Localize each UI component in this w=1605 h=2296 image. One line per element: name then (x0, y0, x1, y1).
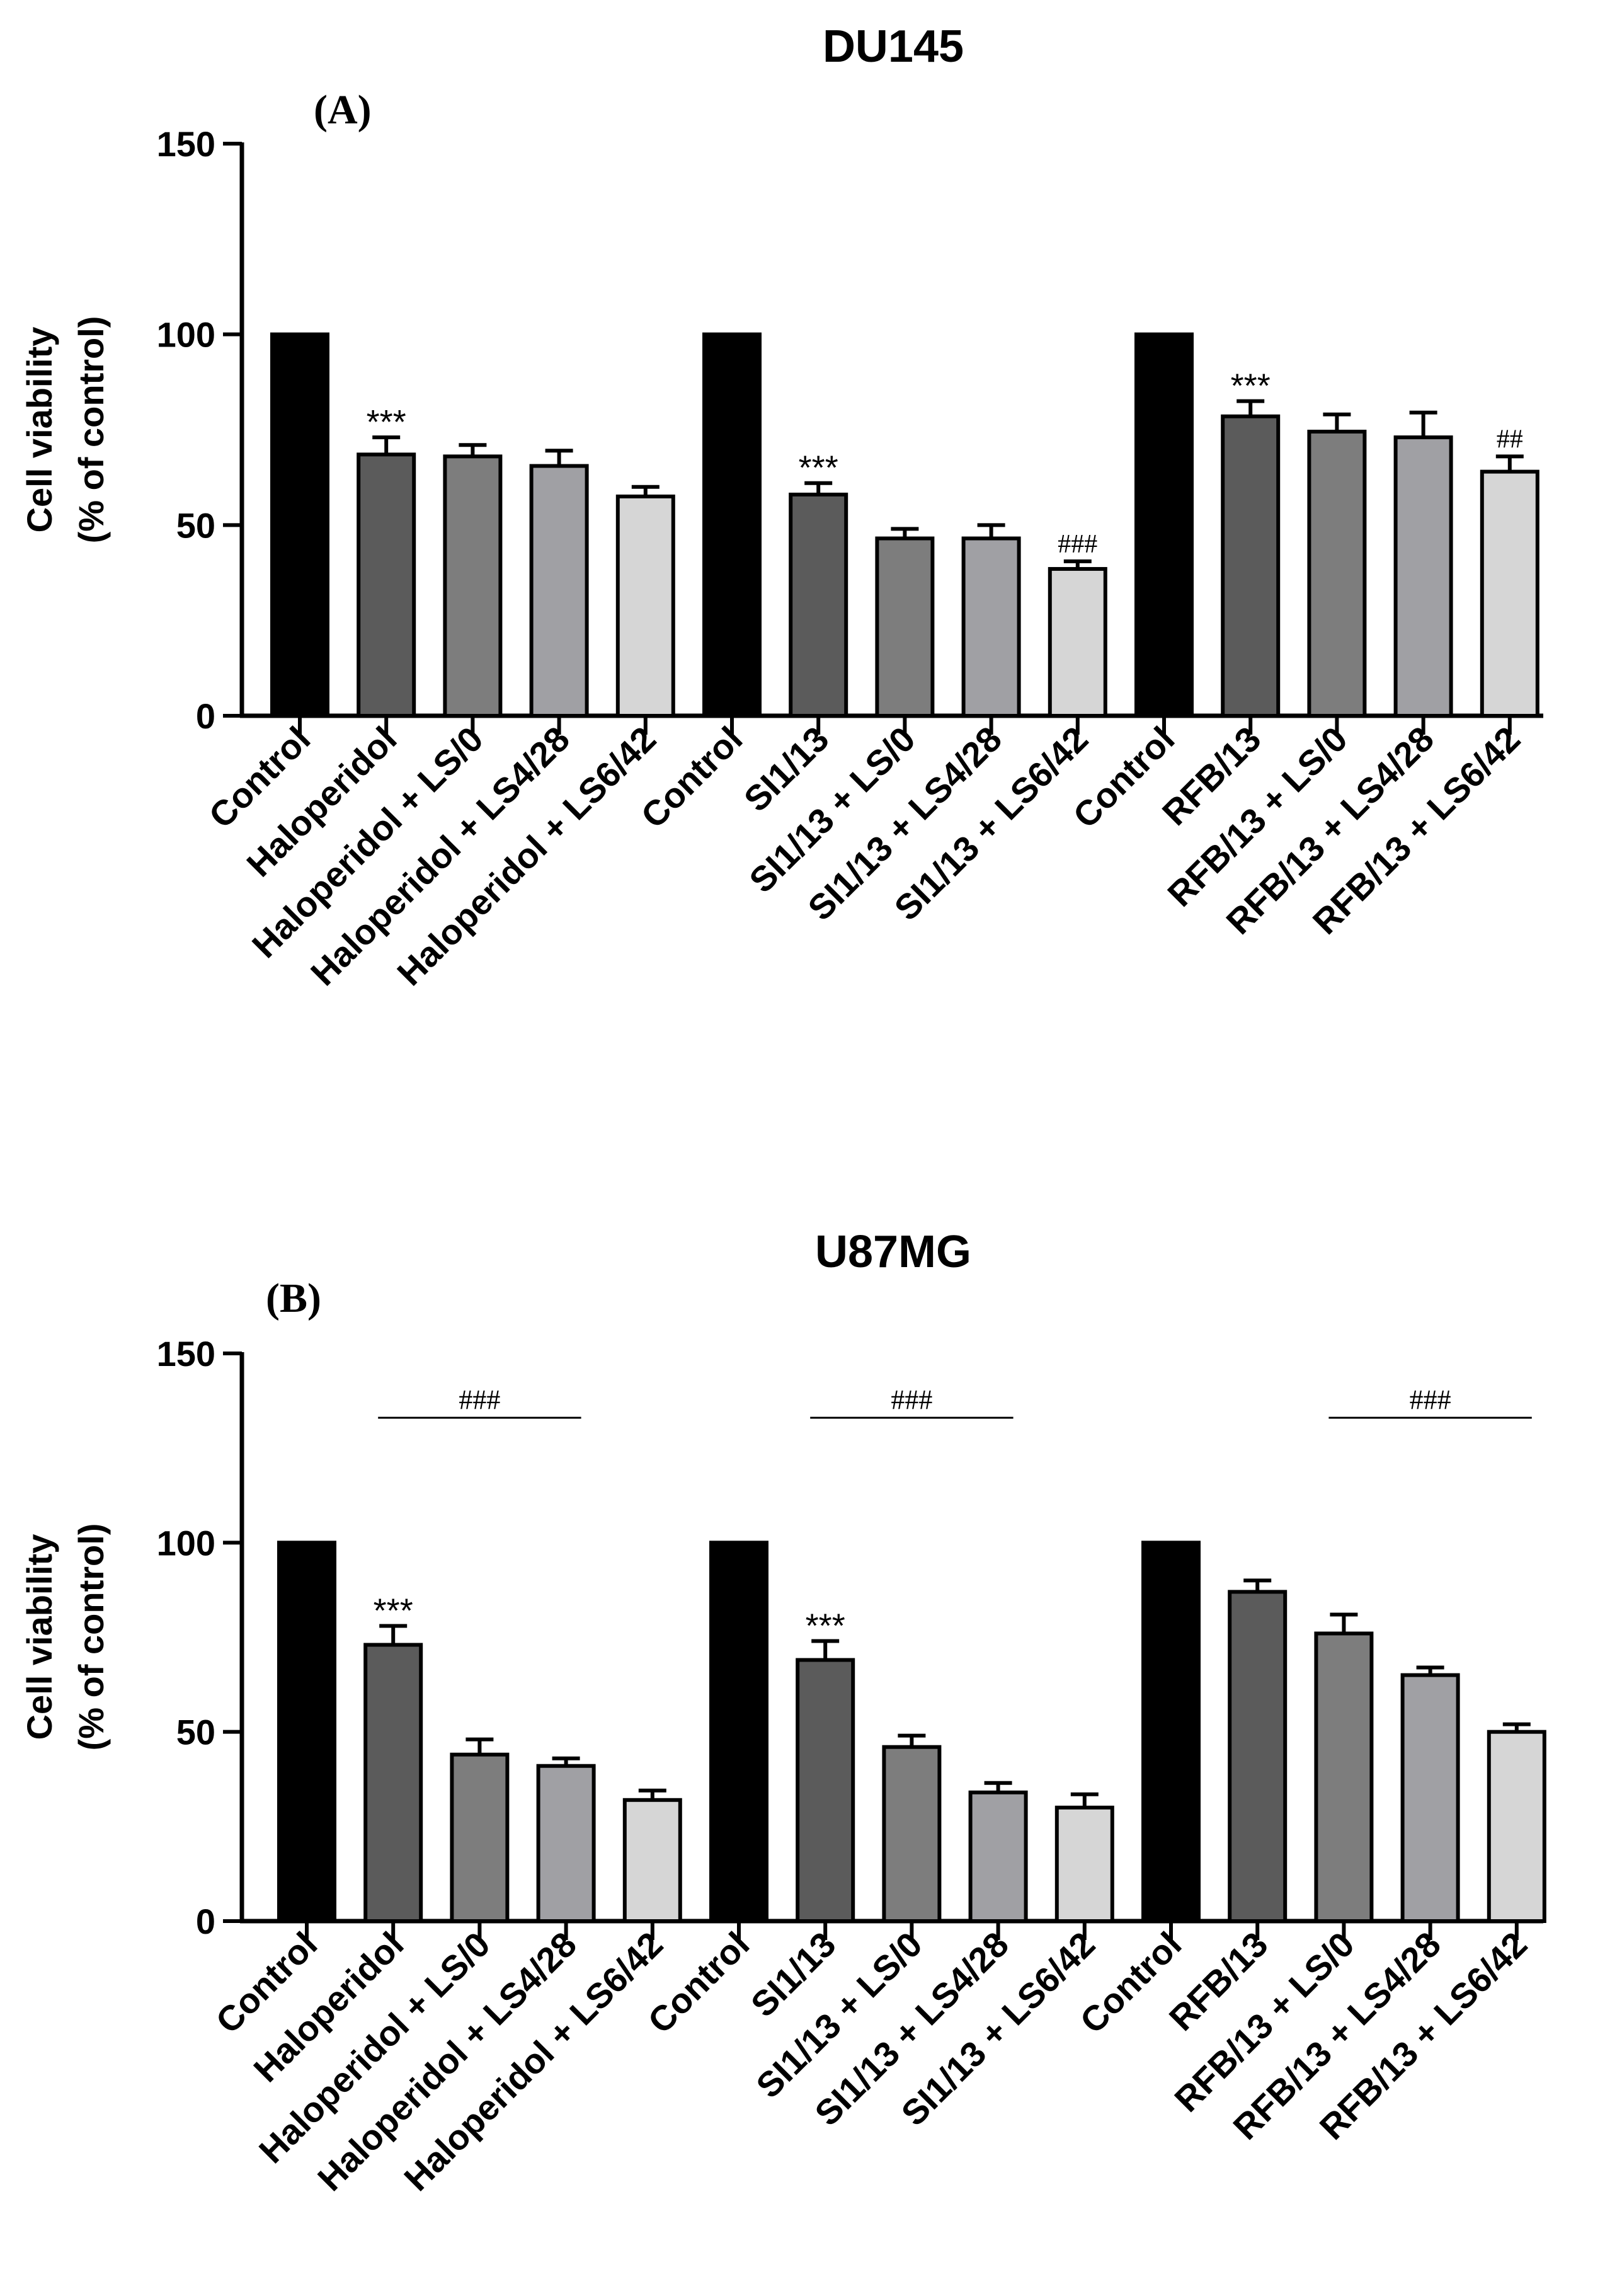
chart-title: DU145 (823, 21, 964, 72)
significance-bracket-label: ### (1410, 1384, 1451, 1415)
y-tick-label: 0 (196, 696, 215, 736)
y-axis-label: Cell viability (20, 1534, 59, 1740)
bar (1480, 469, 1539, 718)
bar (277, 1541, 336, 1923)
y-axis-label-units: (% of control) (71, 1524, 111, 1751)
panel-a-du145: DU145 (A) Cell viability (% of control) 0 50 1… (20, 21, 1543, 993)
significance-mark: *** (374, 1592, 413, 1629)
panel-b-u87mg: U87MG (B) Cell viability (% of control) 0 50 1… (20, 1227, 1546, 2198)
panel-label: (A) (314, 87, 372, 133)
bar (270, 332, 329, 718)
panel-label: (B) (266, 1275, 321, 1321)
bar (796, 1658, 855, 1924)
bar (1487, 1730, 1546, 1924)
y-tick-label: 50 (176, 1713, 215, 1752)
bar (443, 454, 503, 718)
y-tick-label: 0 (196, 1902, 215, 1941)
y-tick-label: 150 (157, 124, 215, 164)
bar (1054, 1805, 1114, 1924)
bar (1307, 430, 1367, 718)
bar (536, 1764, 596, 1923)
bar (622, 1798, 682, 1923)
bar (875, 536, 935, 718)
significance-mark: *** (367, 403, 406, 441)
bar (1314, 1631, 1374, 1924)
y-tick-label: 150 (157, 1334, 215, 1374)
y-tick-label: 50 (176, 505, 215, 545)
bar (450, 1752, 510, 1924)
bar (1393, 435, 1453, 718)
bar (615, 494, 675, 718)
bar (882, 1745, 942, 1924)
bar (363, 1643, 423, 1924)
significance-mark: *** (799, 449, 838, 487)
bar (968, 1790, 1028, 1924)
significance-bracket-label: ### (459, 1384, 500, 1415)
y-axis-label-units: (% of control) (71, 316, 111, 544)
bar (789, 492, 848, 718)
significance-mark: *** (806, 1607, 845, 1645)
significance-mark: ### (1058, 530, 1097, 559)
bar (357, 452, 416, 718)
significance-bracket-label: ### (891, 1384, 932, 1415)
bar (709, 1541, 768, 1923)
bar (1141, 1541, 1201, 1923)
bar (1400, 1673, 1460, 1923)
chart-title: U87MG (815, 1227, 971, 1277)
significance-mark: ## (1497, 425, 1523, 454)
significance-mark: *** (1231, 367, 1271, 405)
y-tick-label: 100 (157, 315, 215, 355)
bar (1221, 414, 1281, 718)
bar (702, 332, 762, 718)
bar (1134, 332, 1194, 718)
y-tick-label: 100 (157, 1523, 215, 1563)
bar (1048, 566, 1107, 718)
bar (1228, 1590, 1288, 1923)
bar (529, 464, 589, 718)
y-axis-label: Cell viability (20, 327, 59, 533)
bar (961, 536, 1021, 718)
